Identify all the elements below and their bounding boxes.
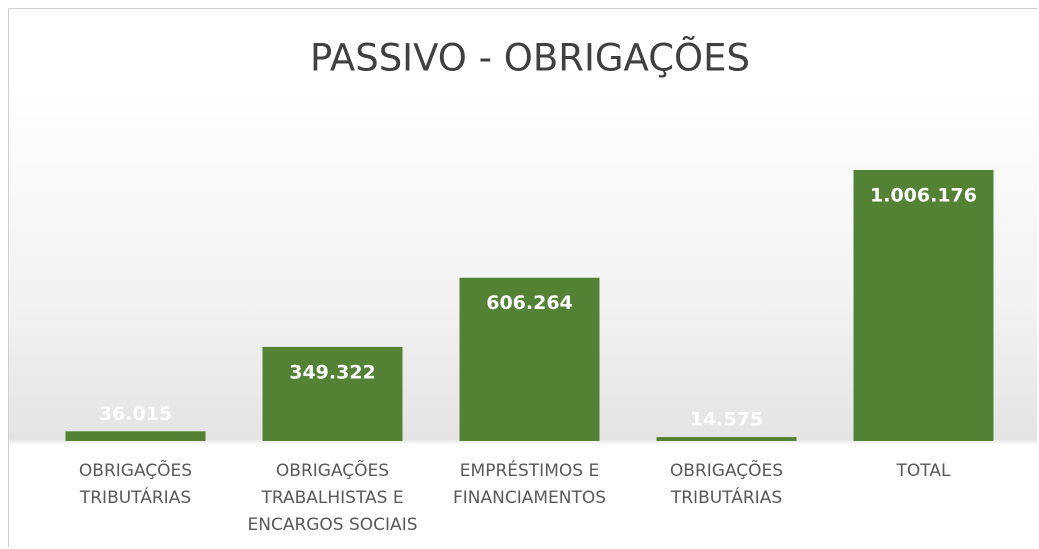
data-label: 14.575 xyxy=(690,409,763,431)
data-label: 36.015 xyxy=(99,403,172,425)
x-tick-label: EMPRÉSTIMOS E FINANCIAMENTOS xyxy=(452,461,607,508)
bar xyxy=(65,431,206,441)
data-label: 606.264 xyxy=(486,292,573,314)
chart-title: PASSIVO - OBRIGAÇÕES xyxy=(310,36,750,80)
x-tick-label: TOTAL xyxy=(896,461,951,481)
data-label: 349.322 xyxy=(289,361,376,383)
x-tick-label: OBRIGAÇÕES TRIBUTÁRIAS xyxy=(78,461,193,508)
bar xyxy=(459,277,600,441)
data-label: 1.006.176 xyxy=(870,185,977,207)
bar xyxy=(853,170,994,441)
bar xyxy=(262,346,403,441)
bar xyxy=(656,437,797,441)
x-tick-label: OBRIGAÇÕES TRIBUTÁRIAS xyxy=(669,461,784,508)
x-tick-label: OBRIGAÇÕES TRABALHISTAS E ENCARGOS SOCIA… xyxy=(247,461,418,535)
